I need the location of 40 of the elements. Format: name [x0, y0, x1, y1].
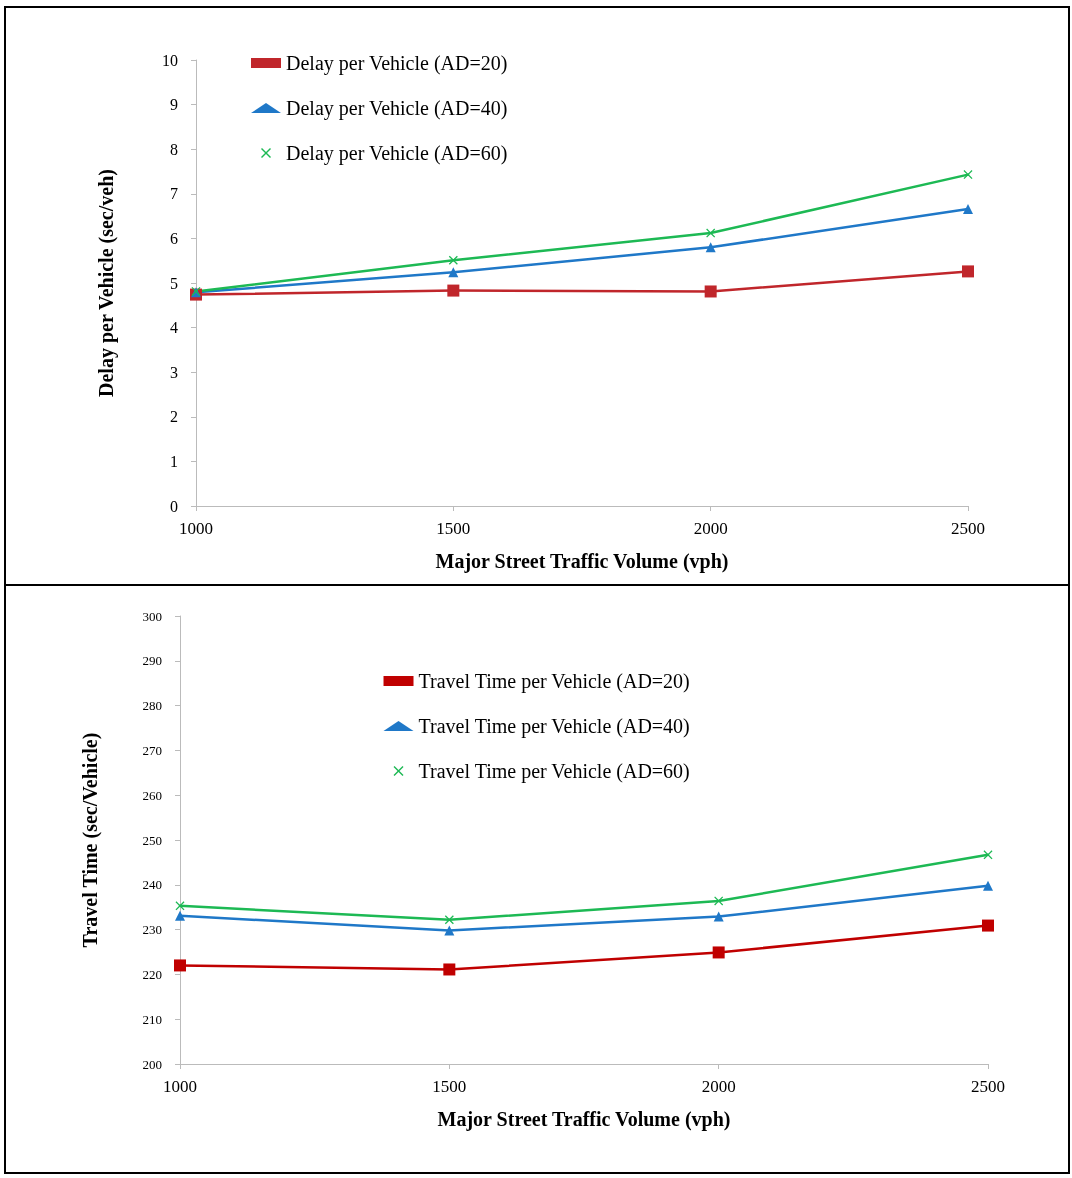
x-tick-label: 1500	[432, 1077, 467, 1096]
y-tick-label: 250	[142, 832, 162, 848]
y-tick-label: 280	[142, 698, 162, 714]
y-tick-label: 9	[170, 96, 178, 114]
legend-label: Delay per Vehicle (AD=20)	[286, 52, 508, 75]
x-axis-title: Major Street Traffic Volume (vph)	[437, 1108, 731, 1131]
y-tick-label: 1	[170, 452, 178, 470]
x-tick-label: 2500	[971, 1077, 1005, 1096]
y-tick-label: 8	[170, 140, 178, 158]
y-tick-label: 260	[142, 787, 162, 803]
y-axis-title: Delay per Vehicle (sec/veh)	[95, 169, 118, 397]
y-tick-label: 0	[170, 497, 178, 515]
x-tick-label: 2000	[701, 1077, 736, 1096]
y-tick-label: 6	[170, 229, 178, 247]
y-tick-label: 230	[142, 922, 162, 938]
x-tick-label: 2500	[951, 519, 985, 538]
y-tick-label: 300	[142, 608, 162, 624]
y-tick-label: 3	[170, 363, 178, 381]
x-tick-label: 1000	[179, 519, 213, 538]
y-tick-label: 240	[142, 877, 162, 893]
legend-label: Delay per Vehicle (AD=40)	[286, 97, 508, 120]
x-tick-label: 2000	[693, 519, 728, 538]
y-tick-label: 210	[142, 1011, 162, 1027]
y-tick-label: 220	[142, 966, 162, 982]
legend-label: Travel Time per Vehicle (AD=40)	[418, 715, 690, 738]
y-axis-title: Travel Time (sec/Vehicle)	[79, 732, 102, 948]
x-axis-title: Major Street Traffic Volume (vph)	[435, 550, 729, 573]
y-tick-label: 290	[142, 653, 162, 669]
y-tick-label: 2	[170, 408, 178, 426]
y-tick-label: 270	[142, 742, 162, 758]
y-tick-label: 4	[170, 319, 178, 337]
y-tick-label: 7	[170, 185, 178, 203]
x-tick-label: 1500	[436, 519, 471, 538]
y-tick-label: 5	[170, 274, 178, 292]
y-tick-label: 10	[162, 51, 178, 69]
x-tick-label: 1000	[163, 1077, 197, 1096]
legend-label: Travel Time per Vehicle (AD=20)	[418, 670, 690, 693]
legend-label: Travel Time per Vehicle (AD=60)	[418, 760, 690, 783]
y-tick-label: 200	[142, 1056, 162, 1072]
legend-label: Delay per Vehicle (AD=60)	[286, 142, 508, 165]
